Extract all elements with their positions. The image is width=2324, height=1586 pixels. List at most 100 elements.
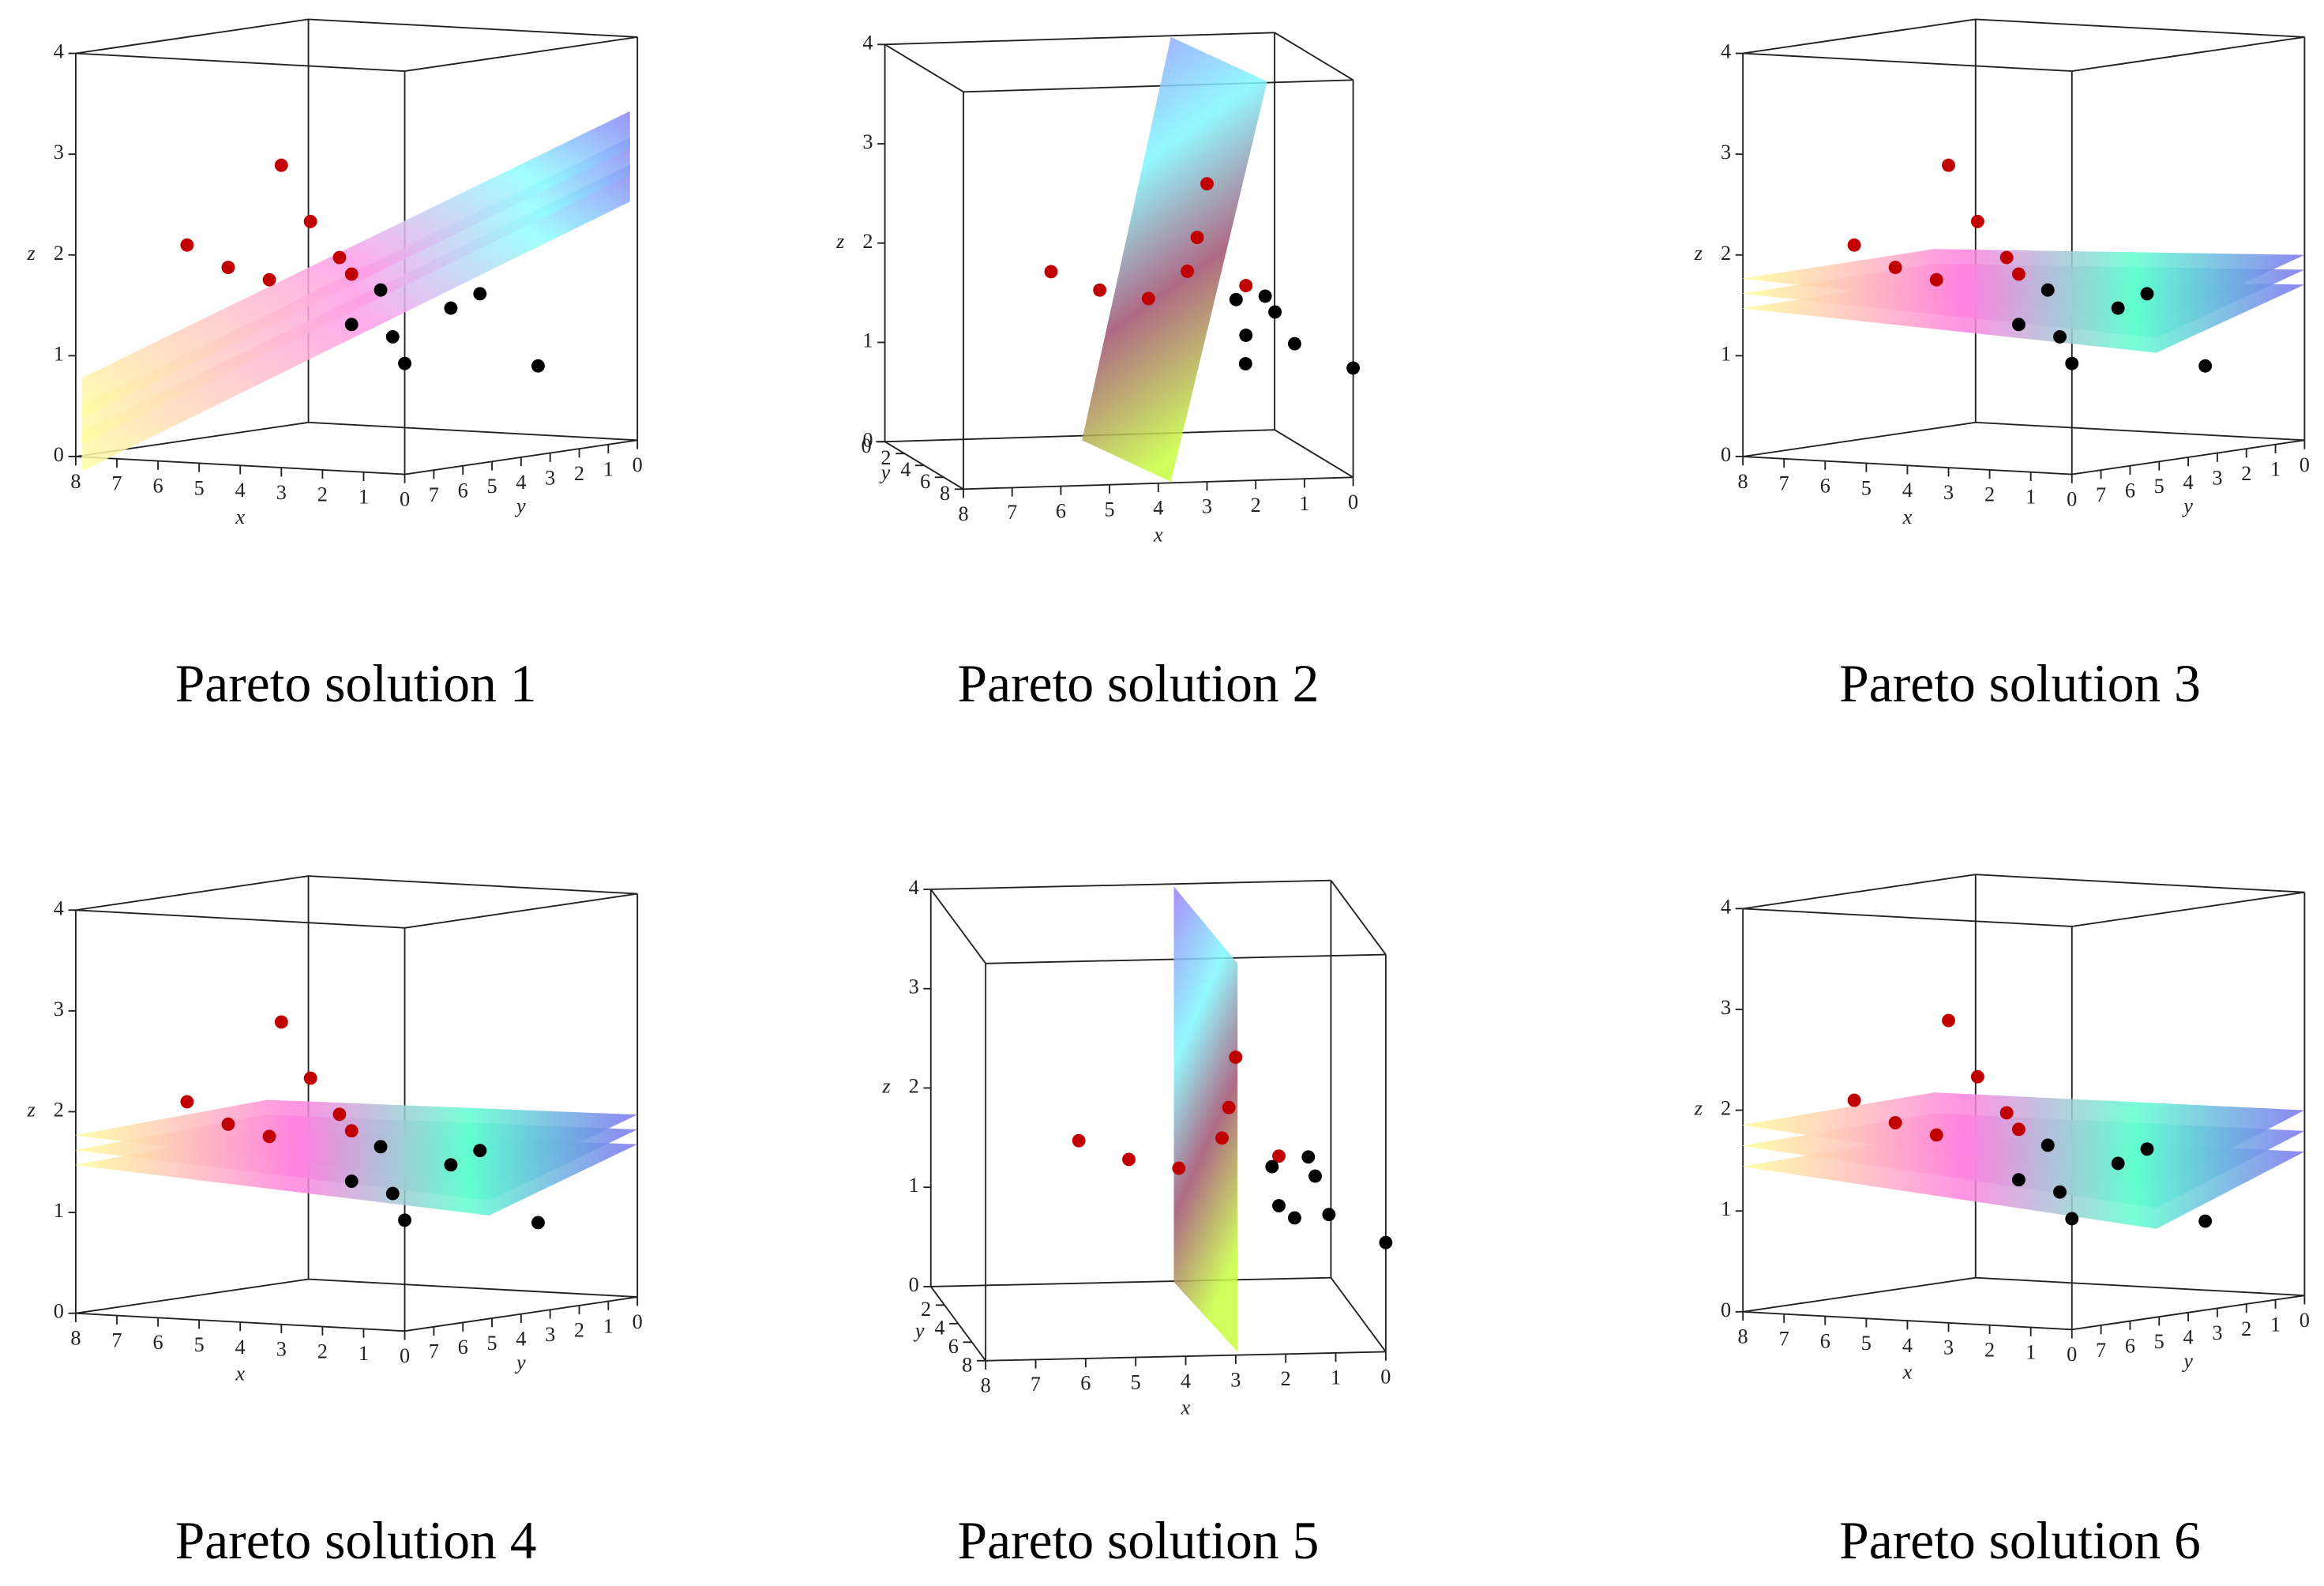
box-edge: [404, 893, 638, 929]
z-tick-label: 4: [862, 31, 873, 54]
surface: [81, 111, 630, 419]
point: [2041, 283, 2055, 297]
point: [274, 158, 288, 172]
y-tick-label: 8: [940, 482, 950, 505]
point: [2011, 318, 2026, 332]
x-tick-label: 8: [981, 1374, 991, 1397]
point: [1222, 1100, 1236, 1114]
point: [1265, 1159, 1279, 1174]
x-axis-label: x: [1181, 1396, 1191, 1419]
point: [221, 1117, 235, 1131]
x-tick-label: 2: [1281, 1367, 1291, 1390]
z-tick-label: 1: [909, 1174, 919, 1197]
point: [1215, 1131, 1229, 1145]
y-tick-label: 0: [2300, 453, 2310, 476]
x-tick-label: 0: [2067, 1343, 2077, 1366]
x-tick-label: 6: [1820, 1329, 1830, 1352]
point: [262, 1129, 276, 1144]
y-tick-label: 3: [545, 1323, 555, 1346]
box-edge: [2071, 36, 2305, 73]
box-edge: [308, 18, 638, 38]
x-tick-label: 7: [1779, 1327, 1789, 1350]
box-edge: [1274, 32, 1354, 81]
point: [180, 1095, 194, 1109]
y-axis-label: y: [2181, 1350, 2193, 1373]
x-tick-label: 5: [194, 1333, 205, 1356]
z-tick-label: 2: [1721, 1097, 1731, 1120]
box-edge: [963, 79, 1353, 93]
y-tick-label: 0: [862, 434, 872, 457]
z-tick-label: 2: [862, 230, 873, 253]
y-axis-label: y: [913, 1319, 925, 1342]
box-edge: [1975, 18, 2305, 38]
y-tick-label: 1: [2270, 458, 2281, 481]
point: [1229, 1050, 1243, 1064]
y-tick-label: 7: [2096, 1339, 2106, 1362]
box-edge: [1975, 1276, 2305, 1297]
x-tick-label: 1: [1331, 1366, 1341, 1389]
point: [1970, 214, 1984, 228]
x-tick-label: 6: [1820, 474, 1830, 497]
x-tick-label: 3: [276, 481, 287, 504]
point: [221, 261, 235, 275]
point: [2011, 1173, 2026, 1187]
box-edge: [308, 1278, 638, 1298]
x-tick-label: 7: [111, 1329, 122, 1351]
y-tick-label: 3: [2212, 1321, 2222, 1344]
x-tick-label: 6: [153, 1331, 163, 1354]
caption: Pareto solution 5: [958, 1511, 1320, 1570]
z-tick-label: 0: [1721, 443, 1731, 466]
box-edge: [1743, 18, 1976, 54]
z-tick-label: 3: [1721, 996, 1731, 1019]
x-tick-label: 3: [1202, 495, 1212, 518]
point: [1190, 231, 1204, 245]
z-tick-label: 2: [54, 1099, 64, 1122]
point: [1847, 1093, 1861, 1107]
point: [1346, 361, 1361, 375]
point: [1288, 1211, 1301, 1225]
surface: [1082, 36, 1267, 482]
box-edge: [75, 909, 405, 929]
box-edge: [75, 1278, 309, 1314]
z-tick-label: 4: [909, 876, 919, 899]
y-tick-label: 6: [458, 1336, 468, 1359]
y-tick-label: 0: [633, 453, 643, 476]
y-tick-label: 7: [2096, 483, 2106, 506]
z-tick-label: 4: [54, 896, 64, 919]
z-tick-label: 1: [862, 329, 873, 352]
point: [2011, 267, 2026, 281]
x-tick-label: 8: [958, 502, 968, 525]
y-tick-label: 4: [516, 1327, 526, 1350]
z-tick-label: 2: [1721, 242, 1731, 265]
y-tick-label: 4: [2183, 1326, 2193, 1349]
y-axis-label: y: [514, 494, 526, 517]
z-tick-label: 1: [1721, 1197, 1731, 1220]
x-tick-label: 0: [400, 1344, 410, 1367]
y-tick-label: 2: [574, 1319, 584, 1342]
x-tick-label: 0: [2067, 487, 2077, 510]
x-tick-label: 5: [1105, 498, 1115, 521]
point: [2140, 287, 2154, 301]
point: [2065, 1212, 2079, 1226]
x-tick-label: 6: [1056, 499, 1066, 522]
surface: [1741, 249, 2305, 324]
x-tick-label: 5: [1861, 1332, 1872, 1355]
point: [1888, 1115, 1902, 1129]
x-tick-label: 6: [1080, 1372, 1091, 1395]
surface: [1173, 886, 1238, 1352]
point: [1141, 291, 1155, 306]
x-tick-label: 1: [1299, 492, 1309, 515]
z-tick-label: 1: [54, 1199, 64, 1222]
point: [2140, 1142, 2154, 1156]
point: [2111, 1156, 2125, 1171]
y-tick-label: 6: [948, 1335, 959, 1358]
x-tick-label: 1: [359, 486, 369, 509]
box-edge: [2071, 891, 2305, 927]
point: [1288, 336, 1301, 351]
box-edge: [308, 421, 638, 442]
z-tick-label: 1: [1721, 342, 1731, 365]
y-tick-label: 7: [429, 483, 439, 506]
box-edge: [1743, 421, 1976, 457]
point: [2065, 356, 2079, 370]
z-tick-label: 3: [909, 975, 919, 998]
